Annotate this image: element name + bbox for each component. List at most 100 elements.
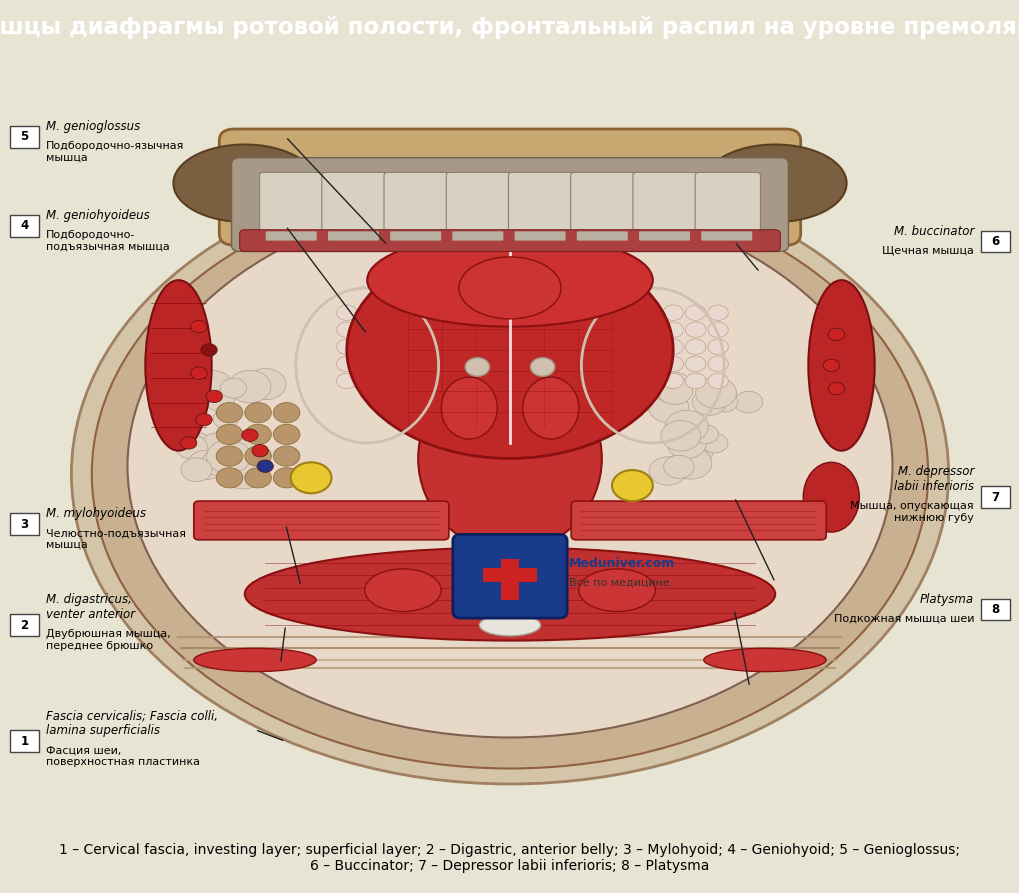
Ellipse shape [367,234,652,327]
Circle shape [196,413,212,426]
Circle shape [359,305,379,321]
Circle shape [404,356,424,371]
Circle shape [662,356,683,371]
Circle shape [359,356,379,371]
Ellipse shape [418,365,601,552]
Circle shape [252,445,268,457]
Circle shape [673,434,708,462]
Ellipse shape [479,614,540,636]
Circle shape [207,440,251,473]
Circle shape [822,359,839,371]
Circle shape [221,455,265,488]
Ellipse shape [808,280,874,451]
Text: Мышцы диафрагмы ротовой полости, фронтальный распил на уровне премоляров: Мышцы диафрагмы ротовой полости, фронтал… [0,16,1019,39]
Circle shape [734,391,762,413]
Text: 2: 2 [20,619,29,631]
FancyBboxPatch shape [515,231,565,240]
Text: Подбородочно-язычная
мышца: Подбородочно-язычная мышца [46,140,184,163]
Ellipse shape [579,569,655,612]
FancyBboxPatch shape [10,126,39,147]
Circle shape [359,322,379,338]
Circle shape [827,329,844,340]
Circle shape [692,389,726,415]
Ellipse shape [459,257,560,319]
Text: M. depressor
labii inferioris: M. depressor labii inferioris [894,465,973,493]
Text: Двубрюшная мышца,
переднее брюшко: Двубрюшная мышца, переднее брюшко [46,629,170,651]
Text: M. digastricus,
venter anterior: M. digastricus, venter anterior [46,593,135,622]
FancyBboxPatch shape [980,230,1009,252]
Circle shape [695,378,736,408]
Circle shape [290,463,331,493]
FancyBboxPatch shape [322,172,387,245]
Ellipse shape [346,241,673,458]
Circle shape [640,339,660,355]
Circle shape [685,373,705,388]
FancyBboxPatch shape [500,559,519,599]
FancyBboxPatch shape [219,129,800,246]
Circle shape [216,446,243,466]
FancyBboxPatch shape [446,172,512,245]
Circle shape [220,379,247,398]
Text: Фасция шеи,
поверхностная пластинка: Фасция шеи, поверхностная пластинка [46,746,200,767]
Circle shape [651,371,693,403]
Circle shape [640,305,660,321]
Circle shape [206,390,234,412]
Circle shape [273,403,300,422]
Circle shape [273,446,300,466]
Circle shape [191,321,207,333]
Circle shape [640,356,660,371]
Text: 1 – Cervical fascia, investing layer; superficial layer; 2 – Digastric, anterior: 1 – Cervical fascia, investing layer; su… [59,842,960,872]
Circle shape [657,389,683,409]
Text: 1: 1 [20,735,29,747]
Circle shape [336,305,357,321]
Circle shape [187,450,225,480]
Text: Все по медицине: Все по медицине [569,578,669,588]
FancyBboxPatch shape [239,230,780,252]
FancyBboxPatch shape [980,598,1009,621]
FancyBboxPatch shape [507,172,573,245]
Circle shape [216,424,243,445]
Ellipse shape [145,280,212,451]
Circle shape [404,373,424,388]
Circle shape [216,403,243,422]
Circle shape [221,448,247,468]
FancyBboxPatch shape [571,501,825,539]
Circle shape [685,356,705,371]
Circle shape [193,371,232,400]
FancyBboxPatch shape [638,231,690,240]
Circle shape [202,449,236,476]
Circle shape [611,470,652,501]
Circle shape [200,433,236,461]
Circle shape [640,373,660,388]
Circle shape [180,437,197,449]
FancyBboxPatch shape [452,534,567,618]
Circle shape [221,431,257,458]
Ellipse shape [365,569,441,612]
FancyBboxPatch shape [632,172,698,245]
Circle shape [175,435,207,459]
Ellipse shape [71,164,948,784]
Circle shape [336,356,357,371]
Circle shape [707,322,728,338]
Circle shape [228,371,271,403]
Circle shape [245,468,271,488]
Text: 3: 3 [20,518,29,530]
Circle shape [404,305,424,321]
Circle shape [648,392,688,422]
Circle shape [191,367,207,380]
FancyBboxPatch shape [452,231,503,240]
Text: 5: 5 [20,130,29,143]
Circle shape [240,444,269,465]
FancyBboxPatch shape [577,231,628,240]
Text: Platysma: Platysma [919,593,973,605]
Circle shape [201,344,217,356]
Circle shape [662,373,683,388]
FancyBboxPatch shape [980,487,1009,508]
Text: M. mylohyoideus: M. mylohyoideus [46,507,146,521]
Circle shape [685,305,705,321]
Circle shape [465,358,489,376]
Circle shape [707,356,728,371]
FancyBboxPatch shape [194,501,448,539]
Circle shape [245,403,271,422]
Circle shape [662,339,683,355]
